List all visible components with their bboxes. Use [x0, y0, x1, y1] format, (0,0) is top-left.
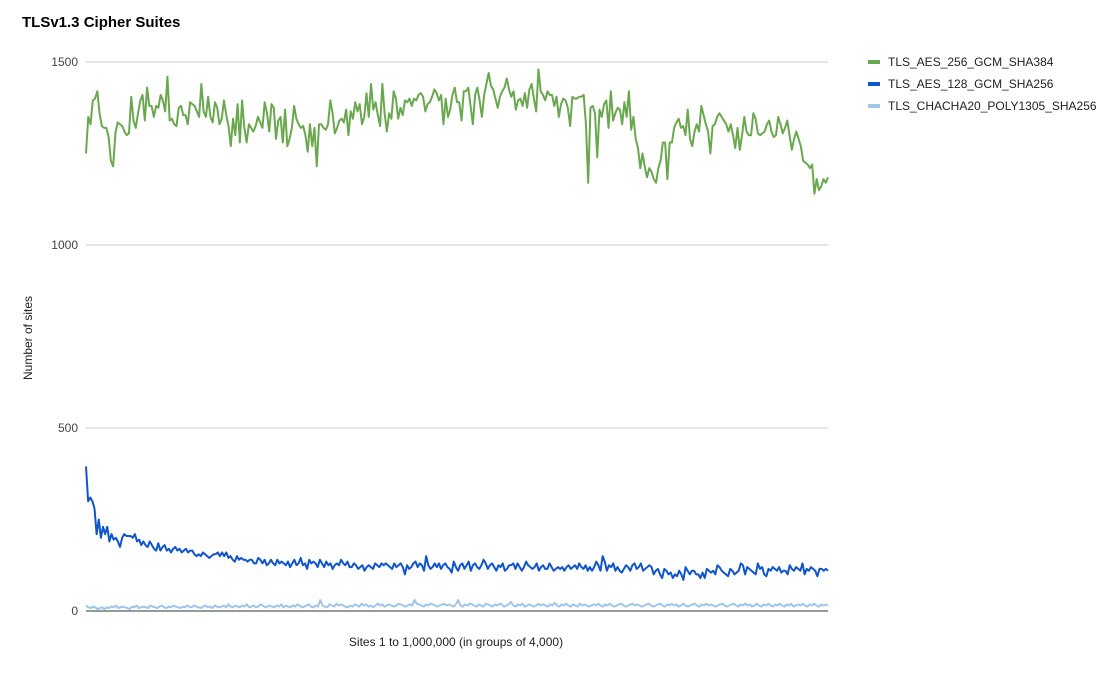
y-tick-label: 0 [71, 604, 78, 618]
series-line-tls-aes-128-gcm-sha256 [85, 466, 829, 581]
y-axis-ticks: 0 500 1000 1500 [51, 55, 78, 618]
legend: TLS_AES_256_GCM_SHA384 TLS_AES_128_GCM_SH… [868, 55, 1097, 113]
y-tick-label: 1500 [51, 55, 78, 69]
chart-title: TLSv1.3 Cipher Suites [22, 14, 180, 31]
y-tick-label: 500 [58, 421, 78, 435]
gridlines [86, 61, 828, 429]
legend-label: TLS_AES_256_GCM_SHA384 [888, 55, 1054, 69]
series-line-tls-aes-256-gcm-sha384 [85, 68, 829, 195]
legend-label: TLS_CHACHA20_POLY1305_SHA256 [888, 99, 1097, 113]
series-line-tls-chacha20-poly1305-sha256 [85, 599, 829, 611]
x-axis-title: Sites 1 to 1,000,000 (in groups of 4,000… [349, 635, 563, 649]
y-tick-label: 1000 [51, 238, 78, 252]
y-axis-title: Number of sites [21, 296, 35, 380]
series-lines [85, 68, 829, 611]
legend-label: TLS_AES_128_GCM_SHA256 [888, 77, 1054, 91]
